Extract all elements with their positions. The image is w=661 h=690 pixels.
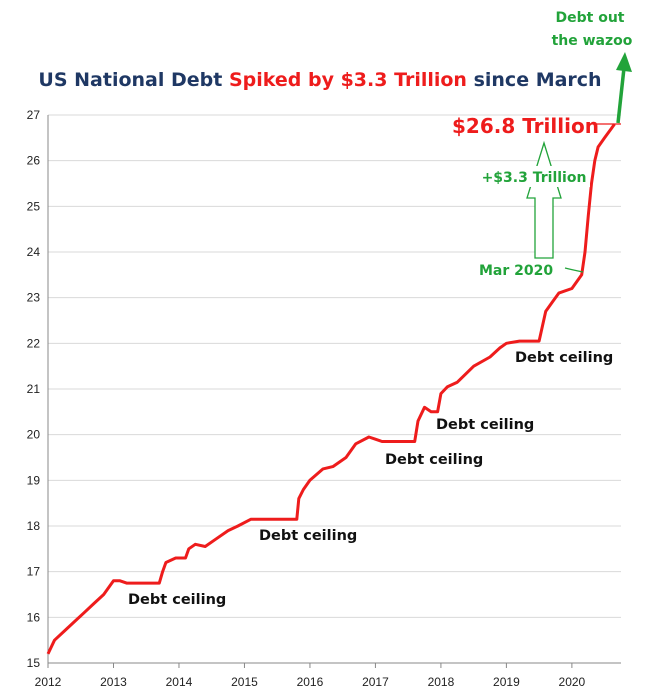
x-axis-tick-labels: 2012 2013 2014 2015 2016 2017 2018 2019 2020	[35, 675, 586, 689]
annotation-increase: +$3.3 Trillion	[482, 170, 587, 186]
x-tick-label-2013: 2013	[100, 675, 127, 689]
annotation-total-debt: $26.8 Trillion	[452, 114, 599, 138]
chart-title: US National Debt Spiked by $3.3 Trillion…	[38, 69, 601, 91]
y-axis-tick-labels: 15 16 17 18 19 20 21 22 23 24 25 26 27	[27, 108, 41, 670]
wazoo-arrow-shaft	[616, 67, 626, 124]
x-tick-label-2019: 2019	[493, 675, 520, 689]
chart-title-part-3: since March	[474, 69, 602, 91]
y-tick-label-23: 23	[27, 291, 41, 305]
x-axis-tick-marks	[47, 663, 573, 668]
annotation-debt-ceiling-2015: Debt ceiling	[259, 528, 357, 544]
y-tick-label-26: 26	[27, 154, 41, 168]
x-tick-label-2017: 2017	[362, 675, 389, 689]
x-tick-label-2020: 2020	[559, 675, 586, 689]
y-tick-label-18: 18	[27, 519, 41, 533]
increase-label-backdrop	[478, 166, 590, 187]
x-tick-label-2015: 2015	[231, 675, 258, 689]
annotation-the-wazoo: the wazoo	[552, 33, 633, 49]
annotation-mar-2020: Mar 2020	[479, 263, 553, 279]
y-tick-label-17: 17	[27, 565, 41, 579]
y-tick-label-15: 15	[27, 656, 41, 670]
y-tick-label-19: 19	[27, 473, 41, 487]
y-tick-label-25: 25	[27, 199, 41, 213]
y-tick-label-20: 20	[27, 428, 41, 442]
horizontal-gridlines	[48, 114, 621, 664]
x-tick-label-2012: 2012	[35, 675, 62, 689]
chart-title-part-1: US National Debt	[38, 69, 229, 91]
mar-2020-leader-line	[564, 267, 584, 273]
x-tick-label-2016: 2016	[297, 675, 324, 689]
x-tick-label-2014: 2014	[166, 675, 193, 689]
chart-title-part-2: Spiked by $3.3 Trillion	[229, 69, 467, 91]
x-tick-label-2018: 2018	[428, 675, 455, 689]
annotation-debt-ceiling-2017: Debt ceiling	[385, 452, 483, 468]
annotation-debt-out: Debt out	[556, 10, 625, 26]
annotation-debt-ceiling-2018: Debt ceiling	[436, 417, 534, 433]
y-tick-label-22: 22	[27, 336, 41, 350]
y-tick-label-16: 16	[27, 610, 41, 624]
annotation-debt-ceiling-2019: Debt ceiling	[515, 350, 613, 366]
series-line-national-debt	[46, 123, 616, 655]
y-tick-label-27: 27	[27, 108, 41, 122]
y-tick-label-21: 21	[27, 382, 41, 396]
annotation-debt-ceiling-2013: Debt ceiling	[128, 592, 226, 608]
y-tick-label-24: 24	[27, 245, 41, 259]
wazoo-arrow-head-icon	[616, 52, 632, 72]
